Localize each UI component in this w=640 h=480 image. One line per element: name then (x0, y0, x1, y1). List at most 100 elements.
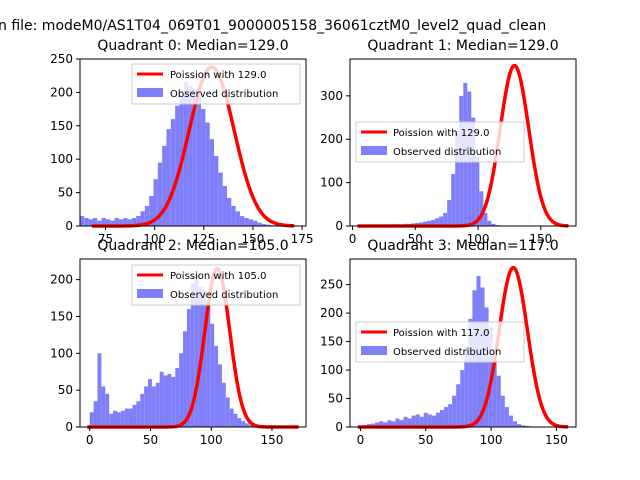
histogram-bar (512, 421, 517, 427)
histogram-bar (157, 162, 163, 226)
y-tick-label: 150 (50, 119, 73, 133)
x-tick-label: 0 (349, 232, 357, 246)
histogram-bar (525, 425, 530, 427)
histogram-bar (237, 418, 242, 427)
x-tick-label: 150 (261, 433, 284, 447)
histogram-bar (118, 219, 124, 226)
histogram-bar (395, 418, 400, 427)
histogram-bar (210, 323, 215, 427)
histogram-bar (175, 105, 180, 226)
histogram-bar (451, 173, 456, 226)
histogram-bar (105, 393, 110, 427)
histogram-bar (487, 220, 492, 226)
histogram-bar (225, 397, 230, 427)
histogram-bar (496, 375, 501, 427)
histogram-bar (116, 412, 121, 427)
histogram-bar (190, 283, 195, 427)
legend: Poission with 105.0 Observed distributio… (131, 264, 301, 306)
histogram-bar (383, 422, 388, 427)
histogram-bar (151, 386, 156, 427)
y-tick-label: 0 (65, 219, 73, 233)
histogram-bar (484, 307, 489, 427)
histogram-bar (140, 393, 145, 427)
histogram-bar (521, 425, 526, 427)
y-tick-label: 0 (335, 420, 343, 434)
histogram-bar (183, 331, 187, 427)
histogram-bar (201, 109, 206, 226)
histogram-bar (460, 370, 465, 427)
histogram-bar (196, 95, 202, 227)
x-tick-label: 175 (291, 232, 314, 246)
histogram-bar (166, 129, 171, 226)
y-tick-label: 150 (50, 309, 73, 323)
histogram-bar (175, 368, 180, 427)
legend-box (355, 121, 525, 163)
histogram-bar (229, 408, 234, 427)
panel-title: Quadrant 1: Median=129.0 (367, 38, 558, 54)
histogram-bar (144, 205, 150, 226)
histogram-bar (452, 395, 457, 427)
histogram-bar (124, 408, 129, 427)
y-tick-label: 100 (320, 176, 343, 190)
y-tick-label: 200 (320, 306, 343, 320)
panel-title: Quadrant 3: Median=117.0 (367, 238, 558, 254)
histogram-bar (508, 415, 513, 427)
histogram-bar (500, 395, 505, 427)
histogram-bar (120, 410, 125, 427)
histogram-bar (244, 217, 249, 226)
histogram-bar (140, 211, 145, 226)
histogram-bar (131, 217, 137, 226)
histogram-bar (248, 219, 253, 226)
histogram-bar (162, 145, 167, 226)
histogram-bar (128, 408, 133, 427)
histogram-bar (167, 373, 172, 427)
histogram-bar (159, 371, 164, 427)
histogram-bar (456, 384, 461, 427)
histogram-bar (170, 119, 176, 226)
plot-area: 75 100 125 150 175 0 50 100 150 200 250 (50, 52, 313, 246)
histogram-bar (214, 155, 219, 226)
histogram-bar (379, 421, 384, 427)
histogram-bar (214, 345, 219, 427)
histogram-bar (419, 416, 424, 427)
histogram-bar (261, 223, 266, 226)
x-tick-label: 150 (529, 232, 552, 246)
histogram-bar (84, 217, 89, 226)
y-tick-label: 50 (58, 186, 73, 200)
histogram-bar (471, 117, 476, 226)
histogram-bar (206, 305, 211, 427)
y-tick-label: 250 (50, 52, 73, 66)
histogram-bar (468, 318, 473, 427)
y-tick-label: 0 (335, 219, 343, 233)
y-tick-label: 200 (50, 85, 73, 99)
x-tick-label: 50 (143, 433, 158, 447)
legend-label-observed: Observed distribution (170, 89, 278, 100)
histogram-bar (440, 409, 445, 427)
histogram-bar (101, 217, 106, 226)
histogram-bar (183, 82, 189, 226)
histogram-bar (109, 413, 114, 427)
histogram-bar (415, 414, 420, 427)
x-tick-label: 50 (418, 433, 433, 447)
histogram-bar (403, 416, 408, 427)
histogram-bar (448, 404, 453, 427)
y-tick-label: 300 (320, 89, 343, 103)
histogram-bar (155, 382, 160, 427)
x-tick-label: 150 (545, 433, 568, 447)
histogram-bar (233, 413, 238, 427)
panel-quadrant-1: Quadrant 1: Median=129.0 0 50 100 150 0 100 20… (320, 38, 577, 246)
histogram-bar (375, 422, 380, 427)
legend-patch-swatch (361, 346, 387, 355)
histogram-bar (123, 217, 128, 226)
legend: Poission with 129.0 Observed distributio… (131, 63, 301, 105)
histogram-bar (149, 195, 154, 226)
histogram-bar (491, 223, 496, 226)
legend-label-observed: Observed distribution (393, 347, 501, 358)
histogram-bar (427, 414, 432, 427)
histogram-bar (439, 216, 444, 226)
histogram-bar (399, 420, 404, 427)
y-tick-label: 100 (50, 346, 73, 360)
y-tick-label: 150 (320, 335, 343, 349)
histogram-bar (136, 401, 141, 427)
legend-box (131, 63, 301, 105)
